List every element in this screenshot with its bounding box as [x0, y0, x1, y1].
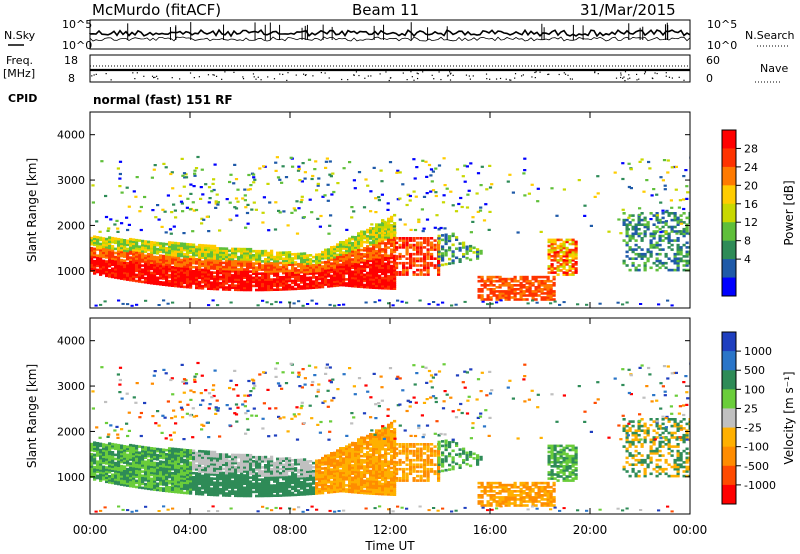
- power-y-tick: 2000: [57, 219, 85, 232]
- velocity-colorbar-label: Velocity [m s⁻¹]: [782, 371, 796, 464]
- colorbar-tick: 500: [744, 364, 765, 377]
- velocity-y-axis: 1000 2000 3000 4000: [57, 335, 690, 484]
- power-ylabel: Slant Range [km]: [25, 158, 39, 262]
- nsearch-label: N.Search: [745, 29, 795, 42]
- freq-tick-bottom: 8: [68, 72, 75, 85]
- power-y-tick: 3000: [57, 174, 85, 187]
- colorbar-segment: [722, 351, 736, 371]
- cpid-value: normal (fast) 151 RF: [93, 93, 233, 107]
- nsearch-tick-top: 10^5: [707, 18, 737, 31]
- freq-unit: [MHz]: [3, 67, 35, 80]
- power-y-tick: 1000: [57, 265, 85, 278]
- velocity-ylabel: Slant Range [km]: [25, 364, 39, 468]
- velocity-y-tick: 1000: [57, 471, 85, 484]
- colorbar-segment: [722, 130, 736, 149]
- nsky-tick-bottom: 10^0: [62, 39, 92, 52]
- x-tick-label: 16:00: [473, 523, 508, 537]
- colorbar-segment: [722, 222, 736, 242]
- x-tick-label: 04:00: [173, 523, 208, 537]
- colorbar-tick: 24: [744, 161, 758, 174]
- colorbar-segment: [722, 370, 736, 390]
- x-tick-label: 20:00: [573, 523, 608, 537]
- colorbar-segment: [722, 408, 736, 429]
- nsearch-tick-bottom: 10^0: [707, 39, 737, 52]
- colorbar-tick: -25: [744, 422, 762, 435]
- power-y-tick: 4000: [57, 129, 85, 142]
- colorbar-segment: [722, 166, 736, 186]
- x-tick-label: 00:00: [73, 523, 108, 537]
- station-title: McMurdo (fitACF): [92, 1, 221, 19]
- x-tick-label: 00:00: [673, 523, 708, 537]
- nsky-traces: [89, 22, 691, 42]
- nave-tick-top: 60: [706, 54, 720, 67]
- colorbar-segment: [722, 185, 736, 205]
- velocity-x-axis: 00:00 04:00 08:00 12:00 16:00 20:00 00:00: [73, 318, 708, 537]
- colorbar-tick: 8: [744, 235, 751, 248]
- velocity-y-tick: 3000: [57, 380, 85, 393]
- nsky-strip: [89, 19, 691, 50]
- date-title: 31/Mar/2015: [580, 1, 676, 19]
- velocity-colorbar: 1000 500 100 25 -25 -100 -500 -1000 Velocity [m…: [721, 331, 796, 505]
- colorbar-segment: [722, 484, 736, 505]
- velocity-scatter: [90, 361, 690, 513]
- colorbar-segment: [722, 277, 736, 297]
- colorbar-tick: -1000: [744, 479, 776, 492]
- nsky-tick-top: 10^5: [62, 18, 92, 31]
- velocity-y-tick: 4000: [57, 335, 85, 348]
- nave-label: Nave: [760, 62, 788, 75]
- power-colorbar-label: Power [dB]: [782, 180, 796, 245]
- colorbar-segment: [722, 259, 736, 279]
- colorbar-segment: [722, 332, 736, 352]
- colorbar-segment: [722, 148, 736, 168]
- nave-tick-bottom: 0: [706, 72, 713, 85]
- colorbar-tick: -100: [744, 441, 769, 454]
- colorbar-segment: [722, 465, 736, 486]
- colorbar-tick: 16: [744, 198, 758, 211]
- colorbar-segment: [722, 446, 736, 467]
- power-panel: 1000 2000 3000 4000 Slant Range [km]: [25, 111, 691, 309]
- colorbar-tick: 28: [744, 142, 758, 155]
- colorbar-segment: [722, 240, 736, 260]
- colorbar-tick: 12: [744, 216, 758, 229]
- freq-tick-top: 18: [64, 54, 78, 67]
- nsky-label: N.Sky: [4, 29, 36, 42]
- x-tick-label: 12:00: [373, 523, 408, 537]
- velocity-panel: 1000 2000 3000 4000 00:00 04:00 08:00 12:00 16:…: [25, 317, 708, 537]
- freq-label: Freq.: [6, 54, 33, 67]
- colorbar-tick: 100: [744, 383, 765, 396]
- freq-traces: [90, 65, 690, 82]
- beam-title: Beam 11: [352, 1, 419, 19]
- power-x-ticks: [89, 112, 691, 308]
- colorbar-tick: -500: [744, 460, 769, 473]
- x-tick-label: 08:00: [273, 523, 308, 537]
- colorbar-tick: 4: [744, 253, 751, 266]
- x-axis-title: Time UT: [364, 539, 415, 553]
- velocity-y-tick: 2000: [57, 425, 85, 438]
- power-colorbar: 28 24 20 16 12 8 4 Power [dB]: [721, 129, 796, 297]
- power-scatter: [90, 155, 690, 307]
- colorbar-tick: 20: [744, 179, 758, 192]
- power-y-axis: 1000 2000 3000 4000: [57, 129, 690, 278]
- colorbar-tick: 1000: [744, 345, 772, 358]
- colorbar-tick: 25: [744, 402, 758, 415]
- colorbar-segment: [722, 427, 736, 448]
- cpid-label: CPID: [8, 92, 37, 105]
- freq-strip: [89, 54, 691, 83]
- colorbar-segment: [722, 203, 736, 223]
- colorbar-segment: [722, 389, 736, 409]
